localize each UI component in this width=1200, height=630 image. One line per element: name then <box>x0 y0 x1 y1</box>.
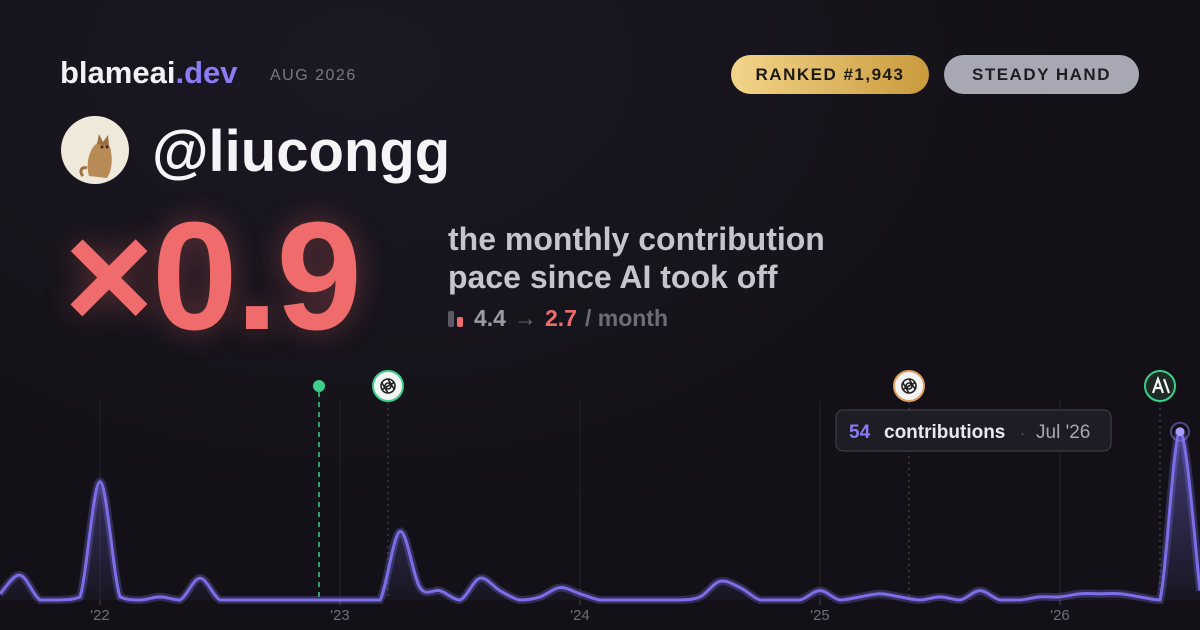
brand: blameai.dev <box>60 55 237 91</box>
brand-name: blameai <box>60 55 176 90</box>
pace-arrow: → <box>513 305 537 331</box>
x-tick-label: '25 <box>810 607 830 624</box>
event-dot <box>313 380 325 392</box>
tooltip-label: contributions <box>884 422 1005 443</box>
x-tick-label: '26 <box>1050 607 1070 624</box>
rank-badge: RANKED #1,943 <box>731 55 929 94</box>
peak-point <box>1175 427 1185 437</box>
anthropic-logo <box>1151 375 1171 394</box>
tooltip-value: 54 <box>849 422 871 443</box>
brand-suffix: .dev <box>175 55 238 90</box>
description-line: the monthly contribution <box>448 221 825 257</box>
tooltip-date: Jul '26 <box>1036 422 1090 443</box>
tooltip: 54 contributions · Jul '26 <box>835 409 1112 452</box>
pace-icon <box>448 310 463 327</box>
x-tick-label: '22 <box>90 607 110 624</box>
plot: '22 '23 '24 '25 '26 <box>0 400 1200 624</box>
description-line: pace since AI took off <box>448 259 778 295</box>
x-tick-label: '24 <box>570 607 590 624</box>
openai-logo <box>901 378 917 394</box>
avatar <box>61 116 129 184</box>
line <box>0 430 1200 602</box>
openai-logo <box>380 378 396 394</box>
multiplier: ×0.9 <box>64 190 362 362</box>
pace-stats: 4.4 → 2.7 / month <box>448 305 668 332</box>
tooltip-box <box>835 409 1112 452</box>
description: the monthly contribution pace since AI t… <box>448 220 825 296</box>
pace-unit: / month <box>584 305 669 331</box>
line-glow <box>0 427 1200 605</box>
x-tick-label: '23 <box>330 607 350 624</box>
date: AUG 2026 <box>270 67 357 84</box>
event-markers <box>313 370 1176 600</box>
peak-ring <box>1170 421 1190 442</box>
pace-after: 2.7 <box>544 305 577 331</box>
title-badge: STEADY HAND <box>944 55 1139 94</box>
tooltip-separator: · <box>1020 425 1025 442</box>
handle: @liucongg <box>152 119 451 184</box>
area <box>0 431 1200 600</box>
pace-before: 4.4 <box>474 305 506 331</box>
